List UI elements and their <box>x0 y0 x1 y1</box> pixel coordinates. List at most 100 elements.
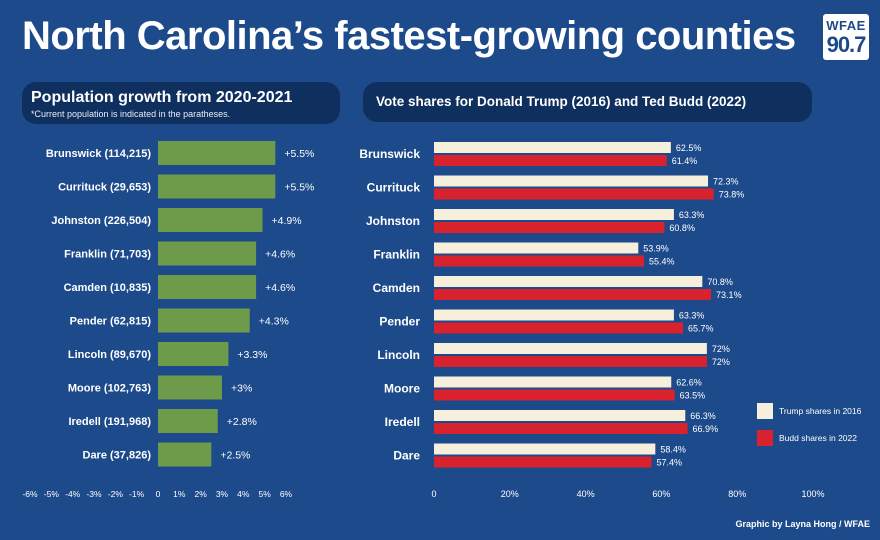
growth-category-label: Currituck (29,653) <box>58 182 151 194</box>
growth-bar <box>158 308 250 333</box>
growth-category-label: Dare (37,826) <box>83 450 152 462</box>
trump-bar <box>434 410 686 421</box>
vote-category-label: Camden <box>373 281 420 295</box>
vote-x-tick: 20% <box>501 489 519 499</box>
growth-bar <box>158 174 276 199</box>
trump-value-label: 53.9% <box>643 244 669 254</box>
budd-value-label: 65.7% <box>688 324 714 334</box>
growth-x-tick: 5% <box>259 489 272 499</box>
budd-bar <box>434 289 712 300</box>
growth-x-tick: -4% <box>65 489 81 499</box>
wfae-logo: WFAE 90.7 <box>823 14 869 60</box>
vote-x-tick: 100% <box>801 489 824 499</box>
trump-bar <box>434 209 674 220</box>
legend-label: Budd shares in 2022 <box>779 433 857 443</box>
growth-x-tick: -1% <box>129 489 145 499</box>
budd-value-label: 63.5% <box>680 391 706 401</box>
vote-category-label: Pender <box>379 315 420 329</box>
budd-value-label: 72% <box>712 357 730 367</box>
vote-category-label: Currituck <box>367 181 421 195</box>
growth-x-tick: -6% <box>22 489 38 499</box>
growth-bar <box>158 409 218 433</box>
growth-category-label: Brunswick (114,215) <box>46 148 152 160</box>
growth-x-tick: 3% <box>216 489 229 499</box>
growth-category-label: Johnston (226,504) <box>51 215 151 227</box>
budd-bar <box>434 222 665 233</box>
growth-value-label: +2.5% <box>220 450 250 462</box>
trump-value-label: 72.3% <box>713 177 739 187</box>
trump-value-label: 63.3% <box>679 311 705 321</box>
trump-value-label: 66.3% <box>690 411 716 421</box>
growth-category-label: Camden (10,835) <box>64 282 152 294</box>
growth-category-label: Iredell (191,968) <box>68 416 151 428</box>
budd-value-label: 73.1% <box>716 290 742 300</box>
vote-x-tick: 40% <box>577 489 595 499</box>
growth-bar <box>158 141 276 165</box>
budd-value-label: 61.4% <box>672 156 698 166</box>
growth-value-label: +5.5% <box>284 148 314 160</box>
growth-value-label: +4.3% <box>259 316 289 328</box>
growth-value-label: +2.8% <box>227 416 257 428</box>
budd-bar <box>434 188 714 200</box>
budd-bar <box>434 423 688 434</box>
trump-bar <box>434 343 707 354</box>
trump-bar <box>434 376 672 388</box>
budd-bar <box>434 389 675 401</box>
growth-value-label: +4.9% <box>272 215 302 227</box>
vote-category-label: Brunswick <box>359 147 420 161</box>
vote-chart-title: Vote shares for Donald Trump (2016) and … <box>376 94 747 109</box>
growth-bar <box>158 442 212 467</box>
trump-bar <box>434 276 703 287</box>
vote-category-label: Franklin <box>373 248 420 262</box>
logo-line-2: 90.7 <box>826 32 867 57</box>
trump-value-label: 62.5% <box>676 143 702 153</box>
budd-value-label: 60.8% <box>669 223 695 233</box>
growth-category-label: Franklin (71,703) <box>64 249 151 261</box>
trump-value-label: 58.4% <box>660 445 686 455</box>
growth-value-label: +4.6% <box>265 282 295 294</box>
growth-x-tick: 2% <box>195 489 208 499</box>
growth-value-label: +4.6% <box>265 249 295 261</box>
budd-bar <box>434 356 707 367</box>
vote-x-tick: 0 <box>431 489 436 499</box>
growth-x-tick: 1% <box>173 489 186 499</box>
growth-category-label: Pender (62,815) <box>70 316 152 328</box>
trump-value-label: 70.8% <box>707 277 733 287</box>
vote-chart-header: Vote shares for Donald Trump (2016) and … <box>363 82 812 122</box>
vote-x-tick: 80% <box>728 489 746 499</box>
growth-chart-title: Population growth from 2020-2021 <box>31 89 293 106</box>
trump-bar <box>434 142 671 153</box>
budd-bar <box>434 255 644 267</box>
growth-value-label: +5.5% <box>284 182 314 194</box>
vote-category-label: Moore <box>384 382 420 396</box>
growth-bar <box>158 342 229 366</box>
growth-x-tick: -2% <box>108 489 124 499</box>
growth-bar <box>158 275 257 299</box>
budd-bar <box>434 155 667 166</box>
growth-x-tick: 0 <box>156 489 161 499</box>
vote-category-label: Iredell <box>385 415 420 429</box>
legend-label: Trump shares in 2016 <box>779 406 862 416</box>
budd-bar <box>434 456 652 468</box>
legend-swatch <box>757 430 773 446</box>
trump-bar <box>434 309 674 321</box>
budd-value-label: 55.4% <box>649 257 675 267</box>
growth-bar <box>158 208 263 232</box>
growth-x-tick: 4% <box>237 489 250 499</box>
vote-category-label: Dare <box>393 449 420 463</box>
growth-category-label: Lincoln (89,670) <box>68 349 151 361</box>
growth-value-label: +3.3% <box>237 349 267 361</box>
growth-x-tick: -5% <box>44 489 60 499</box>
trump-value-label: 62.6% <box>676 378 702 388</box>
growth-bar <box>158 241 257 266</box>
budd-bar <box>434 322 684 334</box>
trump-bar <box>434 175 709 187</box>
growth-value-label: +3% <box>231 383 252 395</box>
credit-text: Graphic by Layna Hong / WFAE <box>735 519 870 529</box>
growth-category-label: Moore (102,763) <box>68 383 151 395</box>
budd-value-label: 66.9% <box>693 424 719 434</box>
logo-line-1: WFAE <box>826 18 866 33</box>
trump-value-label: 72% <box>712 344 730 354</box>
budd-value-label: 73.8% <box>719 190 745 200</box>
